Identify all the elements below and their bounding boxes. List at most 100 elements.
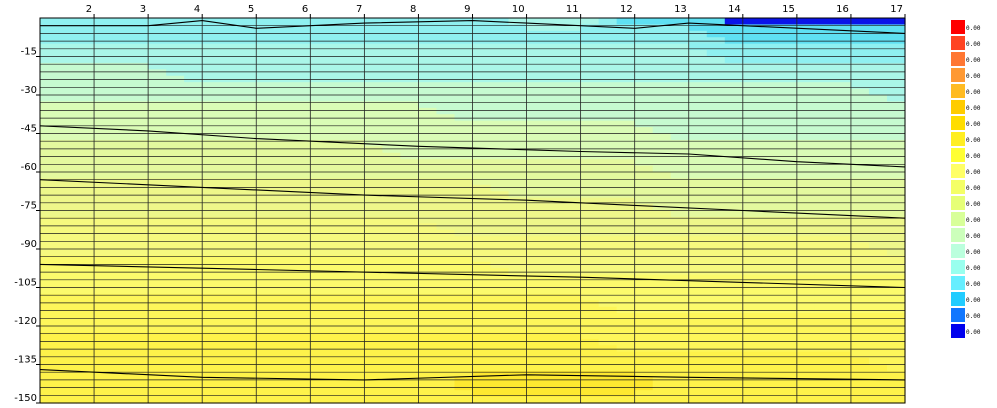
heat-cell — [580, 370, 600, 378]
heat-cell — [130, 197, 149, 205]
heat-cell — [670, 236, 690, 244]
heat-cell — [832, 178, 852, 186]
heat-cell — [94, 139, 113, 147]
heat-cell — [472, 377, 492, 385]
heat-cell — [40, 351, 59, 359]
heat-cell — [364, 377, 383, 385]
heat-cell — [490, 300, 510, 308]
heat-cell — [256, 165, 275, 173]
heat-cell — [796, 82, 816, 90]
heat-cell — [562, 146, 582, 154]
heat-cell — [598, 396, 618, 404]
heat-cell — [238, 18, 257, 26]
heat-cell — [724, 326, 744, 334]
heat-cell — [706, 159, 726, 167]
contour-polyline — [39, 369, 906, 381]
heat-cell — [760, 351, 780, 359]
heat-cell — [814, 236, 834, 244]
heat-cell — [310, 242, 329, 250]
heat-cell — [310, 377, 329, 385]
heat-cell — [364, 178, 383, 186]
heat-cell — [166, 216, 185, 224]
heat-cell — [598, 390, 618, 398]
heat-cell — [112, 364, 131, 372]
heat-cell — [148, 56, 167, 64]
heat-cell — [778, 139, 798, 147]
heat-cell — [76, 165, 95, 173]
heat-cell — [832, 338, 852, 346]
heat-cell — [832, 300, 852, 308]
heat-cell — [382, 300, 402, 308]
heat-cell — [688, 287, 708, 295]
heat-cell — [814, 351, 834, 359]
heat-cell — [256, 281, 275, 289]
heat-cell — [562, 139, 582, 147]
heat-cell — [544, 274, 564, 282]
heat-cell — [562, 377, 582, 385]
heat-cell — [850, 396, 870, 404]
heat-cell — [688, 255, 708, 263]
heat-cell — [202, 82, 221, 90]
heat-cell — [616, 313, 636, 321]
heat-cell — [472, 338, 492, 346]
legend-label: 0.00 — [966, 201, 981, 208]
heat-cell — [580, 261, 600, 269]
heat-cell — [436, 184, 456, 192]
heat-cell — [472, 326, 492, 334]
heat-cell — [814, 249, 834, 257]
heat-cell — [418, 223, 438, 231]
legend-label: 0.00 — [966, 313, 981, 320]
heat-cell — [544, 18, 564, 26]
heat-cell — [724, 159, 744, 167]
heat-cell — [508, 332, 528, 340]
heat-cell — [382, 396, 402, 404]
heat-cell — [328, 133, 347, 141]
heat-cell — [418, 69, 438, 77]
heat-cell — [508, 351, 528, 359]
heat-cell — [688, 56, 708, 64]
heat-cell — [112, 146, 131, 154]
heat-cell — [490, 261, 510, 269]
heat-cell — [508, 364, 528, 372]
heat-cell — [508, 30, 528, 38]
heat-cell — [670, 165, 690, 173]
heat-cell — [274, 82, 293, 90]
heat-cell — [580, 204, 600, 212]
heat-cell — [418, 358, 438, 366]
heat-cell — [688, 313, 708, 321]
heat-cell — [598, 204, 618, 212]
heat-cell — [328, 178, 347, 186]
heat-cell — [742, 101, 762, 109]
heat-cell — [382, 62, 402, 70]
heat-cell — [544, 261, 564, 269]
heat-cell — [328, 172, 347, 180]
heat-cell — [850, 364, 870, 372]
heat-cell — [796, 50, 816, 58]
heat-cell — [58, 396, 77, 404]
heat-cell — [76, 127, 95, 135]
heat-cell — [346, 216, 365, 224]
heat-cell — [346, 62, 365, 70]
heat-cell — [328, 204, 347, 212]
heat-cell — [706, 204, 726, 212]
heat-cell — [778, 165, 798, 173]
heat-cell — [418, 293, 438, 301]
heat-cell — [742, 127, 762, 135]
heat-cell — [256, 120, 275, 128]
heat-cell — [706, 101, 726, 109]
heat-cell — [724, 50, 744, 58]
heat-cell — [616, 165, 636, 173]
heat-cell — [436, 133, 456, 141]
heat-cell — [220, 159, 239, 167]
heat-cell — [112, 338, 131, 346]
heat-cell — [292, 255, 311, 263]
heat-cell — [850, 236, 870, 244]
heat-cell — [436, 377, 456, 385]
heat-cell — [274, 210, 293, 218]
heat-cell — [76, 338, 95, 346]
heat-cell — [310, 30, 329, 38]
heat-cell — [310, 107, 329, 115]
heat-cell — [814, 24, 834, 32]
heat-cell — [40, 293, 59, 301]
heat-cell — [814, 332, 834, 340]
